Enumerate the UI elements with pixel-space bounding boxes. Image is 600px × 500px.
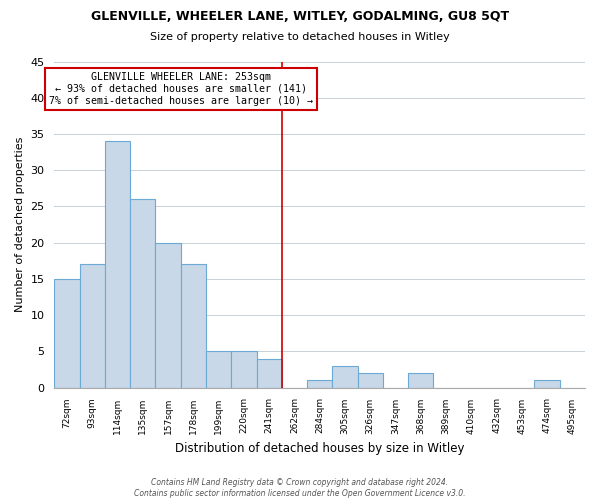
- Bar: [105, 141, 130, 388]
- Bar: [231, 352, 257, 388]
- Text: GLENVILLE WHEELER LANE: 253sqm
← 93% of detached houses are smaller (141)
7% of : GLENVILLE WHEELER LANE: 253sqm ← 93% of …: [49, 72, 313, 106]
- X-axis label: Distribution of detached houses by size in Witley: Distribution of detached houses by size …: [175, 442, 464, 455]
- Bar: [80, 264, 105, 388]
- Bar: [155, 242, 181, 388]
- Bar: [307, 380, 332, 388]
- Bar: [358, 373, 383, 388]
- Y-axis label: Number of detached properties: Number of detached properties: [15, 137, 25, 312]
- Text: Contains HM Land Registry data © Crown copyright and database right 2024.
Contai: Contains HM Land Registry data © Crown c…: [134, 478, 466, 498]
- Bar: [408, 373, 433, 388]
- Bar: [257, 358, 282, 388]
- Bar: [55, 279, 80, 388]
- Text: GLENVILLE, WHEELER LANE, WITLEY, GODALMING, GU8 5QT: GLENVILLE, WHEELER LANE, WITLEY, GODALMI…: [91, 10, 509, 23]
- Bar: [332, 366, 358, 388]
- Bar: [535, 380, 560, 388]
- Bar: [206, 352, 231, 388]
- Bar: [130, 199, 155, 388]
- Text: Size of property relative to detached houses in Witley: Size of property relative to detached ho…: [150, 32, 450, 42]
- Bar: [181, 264, 206, 388]
